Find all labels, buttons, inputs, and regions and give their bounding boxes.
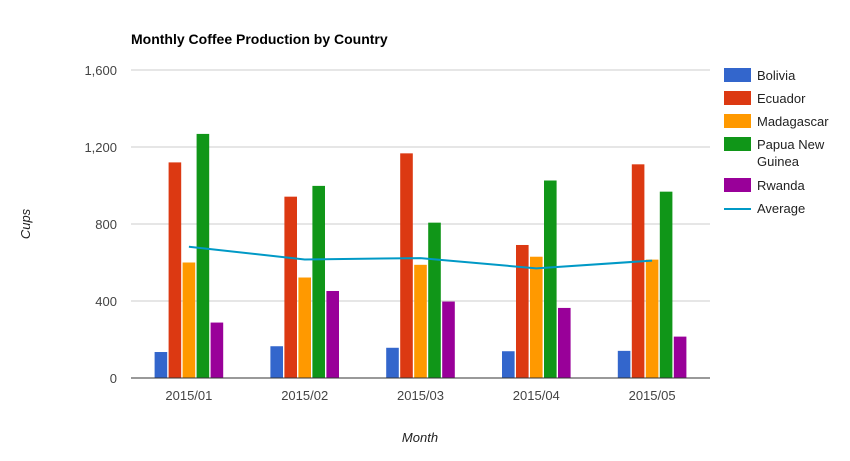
average-line-group <box>188 245 653 270</box>
y-tick-label: 1,200 <box>84 140 117 155</box>
bar-rwanda-2015-03 <box>442 301 455 378</box>
legend-swatch-bolivia <box>724 68 751 82</box>
legend-item-madagascar: Madagascar <box>724 114 829 129</box>
x-tick-label: 2015/02 <box>281 388 328 403</box>
bar-papua-new-guinea-2015-01 <box>196 133 210 378</box>
bar-bolivia-2015-02 <box>270 346 283 378</box>
y-tick-label: 1,600 <box>84 63 117 78</box>
legend-swatch-madagascar <box>724 114 751 128</box>
bar-papua-new-guinea-2015-02 <box>312 185 325 378</box>
legend-swatch-ecuador <box>724 91 751 105</box>
x-tick-label: 2015/05 <box>629 388 676 403</box>
x-axis-title: Month <box>402 430 438 445</box>
bar-ecuador-2015-03 <box>400 153 413 378</box>
legend-label-ecuador: Ecuador <box>757 91 806 106</box>
gridlines <box>131 69 710 302</box>
bar-papua-new-guinea-2015-05 <box>659 191 673 378</box>
y-tick-labels: 0 400 800 1,200 1,600 <box>84 63 117 386</box>
chart-title: Monthly Coffee Production by Country <box>131 31 388 47</box>
bars <box>154 133 687 378</box>
bar-bolivia-2015-01 <box>154 352 168 378</box>
y-axis-title: Cups <box>18 208 33 239</box>
bar-madagascar-2015-04 <box>530 256 543 378</box>
x-tick-labels: 2015/01 2015/02 2015/03 2015/04 2015/05 <box>165 388 675 403</box>
y-tick-label: 800 <box>95 217 117 232</box>
x-tick-label: 2015/03 <box>397 388 444 403</box>
bar-madagascar-2015-03 <box>414 264 427 378</box>
legend-swatch-rwanda <box>724 178 751 192</box>
bar-bolivia-2015-03 <box>386 347 399 378</box>
legend-swatch-papua-new-guinea <box>724 137 751 151</box>
bar-madagascar-2015-01 <box>182 262 196 378</box>
legend-item-average: Average <box>724 201 805 216</box>
legend-item-ecuador: Ecuador <box>724 91 806 106</box>
legend-label-madagascar: Madagascar <box>757 114 829 129</box>
bar-rwanda-2015-04 <box>558 307 571 378</box>
bar-madagascar-2015-05 <box>645 259 659 378</box>
x-tick-label: 2015/04 <box>513 388 560 403</box>
legend-item-bolivia: Bolivia <box>724 68 796 83</box>
legend-item-papua-new-guinea: Papua New Guinea <box>724 137 825 169</box>
legend-label-papua-new-guinea: Papua New Guinea <box>757 137 825 169</box>
x-tick-label: 2015/01 <box>165 388 212 403</box>
bar-ecuador-2015-01 <box>168 162 182 378</box>
bar-papua-new-guinea-2015-04 <box>544 180 557 378</box>
bar-madagascar-2015-02 <box>298 277 311 378</box>
bar-ecuador-2015-05 <box>631 164 645 378</box>
bar-rwanda-2015-02 <box>326 290 339 378</box>
legend-item-rwanda: Rwanda <box>724 178 805 193</box>
y-tick-label: 0 <box>110 371 117 386</box>
bar-bolivia-2015-04 <box>502 351 515 378</box>
legend-label-average: Average <box>757 201 805 216</box>
legend-label-rwanda: Rwanda <box>757 178 805 193</box>
y-tick-label: 400 <box>95 294 117 309</box>
bar-papua-new-guinea-2015-03 <box>428 222 441 378</box>
bar-rwanda-2015-01 <box>210 322 224 378</box>
average-line <box>188 245 653 270</box>
legend: Bolivia Ecuador Madagascar Papua New Guinea R… <box>724 68 829 216</box>
bar-rwanda-2015-05 <box>673 336 687 378</box>
bar-bolivia-2015-05 <box>617 350 631 378</box>
bar-ecuador-2015-04 <box>516 244 529 378</box>
legend-label-bolivia: Bolivia <box>757 68 796 83</box>
bar-ecuador-2015-02 <box>284 196 297 378</box>
